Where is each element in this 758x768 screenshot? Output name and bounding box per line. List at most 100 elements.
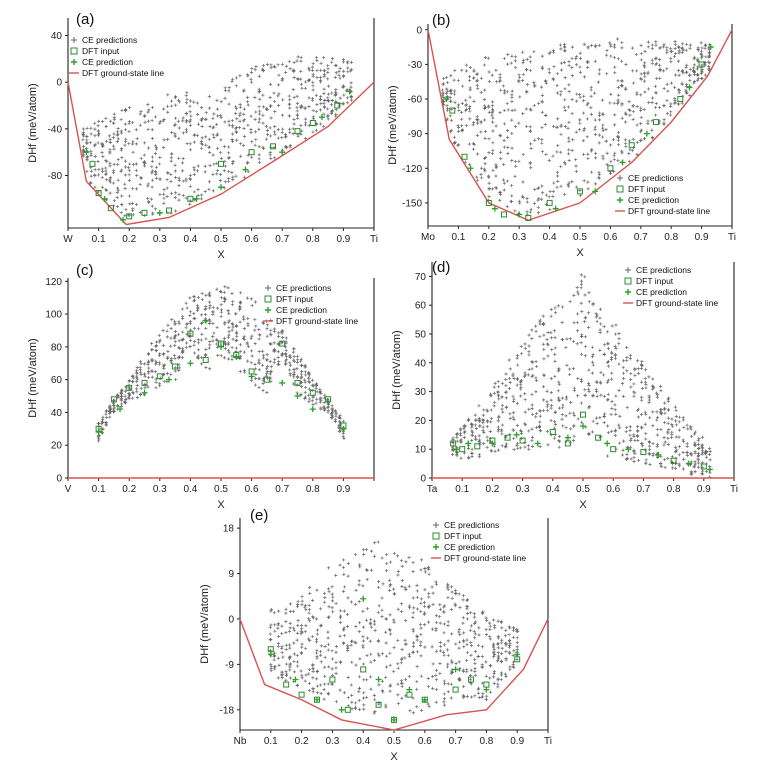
ce-predictions-mark xyxy=(481,419,485,423)
ce-predictions-mark xyxy=(195,133,200,138)
ce-predictions-mark xyxy=(211,310,215,314)
ce-predictions-mark xyxy=(331,610,335,614)
ce-predictions-mark xyxy=(357,583,361,587)
ce-predictions-mark xyxy=(513,59,517,63)
ce-predictions-mark xyxy=(439,645,443,649)
legend-marker-predictions xyxy=(265,285,271,291)
ce-predictions-mark xyxy=(470,438,474,443)
ce-predictions-mark xyxy=(257,160,261,165)
ce-predictions-mark xyxy=(673,445,678,449)
ce-predictions-mark xyxy=(477,417,482,421)
ce-predictions-mark xyxy=(361,644,365,648)
ce-predictions-mark xyxy=(434,678,438,682)
ce-predictions-mark xyxy=(598,348,602,352)
ce-predictions-mark xyxy=(699,56,704,60)
ce-predictions-mark xyxy=(334,573,338,578)
ce-predictions-mark xyxy=(452,140,457,145)
ce-predictions-mark xyxy=(575,312,580,316)
ce-predictions-mark xyxy=(96,133,101,137)
ce-predictions-mark xyxy=(530,328,534,332)
ce-predictions-mark xyxy=(307,387,311,391)
ce-predictions-mark xyxy=(411,615,415,619)
ce-predictions-mark xyxy=(524,107,528,111)
ce-predictions-mark xyxy=(376,540,380,544)
ce-predictions-mark xyxy=(665,98,669,103)
ce-predictions-mark xyxy=(594,387,598,391)
ce-predictions-mark xyxy=(372,693,377,697)
ce-predictions-mark xyxy=(319,68,323,72)
ce-predictions-mark xyxy=(669,435,674,440)
ce-predictions-mark xyxy=(625,369,629,373)
ce-predictions-mark xyxy=(629,439,633,443)
ce-predictions-mark xyxy=(493,449,497,453)
ce-predictions-mark xyxy=(674,408,678,413)
ce-predictions-mark xyxy=(609,377,614,381)
ce-predictions-mark xyxy=(455,454,459,458)
ce-predictions-mark xyxy=(538,334,542,339)
ce-predictions-mark xyxy=(598,328,602,332)
ce-predictions-mark xyxy=(299,123,303,128)
ce-predictions-mark xyxy=(154,349,159,353)
ce-predictions-mark xyxy=(223,180,227,184)
ce-predictions-mark xyxy=(579,401,583,405)
ce-predictions-mark xyxy=(326,630,330,634)
ce-predictions-mark xyxy=(500,641,504,645)
ce-predictions-mark xyxy=(704,455,709,459)
ce-predictions-mark xyxy=(322,112,326,116)
ce-predictions-mark xyxy=(265,369,269,374)
dft-input-point xyxy=(187,330,194,337)
ce-predictions-mark xyxy=(250,334,254,338)
ce-predictions-mark xyxy=(287,629,292,633)
ce-predictions-mark xyxy=(599,370,603,375)
ce-predictions-mark xyxy=(426,605,431,609)
ce-predictions-mark xyxy=(261,113,265,117)
ce-predictions-mark xyxy=(311,130,315,134)
ce-predictions-mark xyxy=(88,141,92,145)
ce-predictions-mark xyxy=(326,642,330,647)
ce-predictions-mark xyxy=(158,338,162,342)
dft-input-point xyxy=(126,384,133,391)
ce-predictions-mark xyxy=(288,621,292,626)
legend-marker-prediction xyxy=(71,59,77,65)
ce-predictions-mark xyxy=(423,645,427,649)
ce-predictions-mark xyxy=(149,342,154,346)
ce-predictions-mark xyxy=(346,60,350,64)
ce-predictions-mark xyxy=(463,160,468,164)
ce-predictions-mark xyxy=(456,130,461,134)
ce-predictions-mark xyxy=(238,300,242,304)
ce-predictions-mark xyxy=(396,666,400,670)
ce-predictions-mark xyxy=(230,291,234,296)
ce-predictions-mark xyxy=(574,55,578,59)
ce-predictions-mark xyxy=(539,197,544,201)
ce-predictions-mark xyxy=(226,335,230,339)
ce-predictions-mark xyxy=(519,394,523,398)
ce-predictions-mark xyxy=(349,68,354,72)
ce-predictions-mark xyxy=(241,143,246,147)
legend-label: DFT input xyxy=(82,46,120,56)
ce-predictions-mark xyxy=(197,348,201,352)
ce-predictions-mark xyxy=(265,367,269,371)
ce-predictions-mark xyxy=(491,109,495,113)
ce-predictions-mark xyxy=(166,349,170,353)
ce-predictions-mark xyxy=(542,398,546,402)
ce-predictions-mark xyxy=(307,397,311,401)
ce-predictions-mark xyxy=(628,357,632,361)
ce-predictions-mark xyxy=(211,321,215,326)
ce-predictions-mark xyxy=(519,387,523,391)
ce-predictions-mark xyxy=(449,128,453,133)
ce-predictions-mark xyxy=(412,606,416,610)
legend-label: DFT input xyxy=(276,294,314,304)
ce-predictions-mark xyxy=(471,123,475,127)
ce-predictions-mark xyxy=(173,319,177,323)
ce-predictions-mark xyxy=(342,691,347,695)
ce-predictions-mark xyxy=(639,122,643,126)
ce-predictions-mark xyxy=(583,345,588,349)
ce-predictions-mark xyxy=(423,566,427,570)
ce-predictions-mark xyxy=(513,124,518,129)
ce-predictions-mark xyxy=(203,164,207,168)
ce-predictions-mark xyxy=(461,594,466,598)
ce-predictions-mark xyxy=(546,402,550,407)
ce-predictions-mark xyxy=(688,46,692,50)
ce-predictions-mark xyxy=(485,445,489,449)
